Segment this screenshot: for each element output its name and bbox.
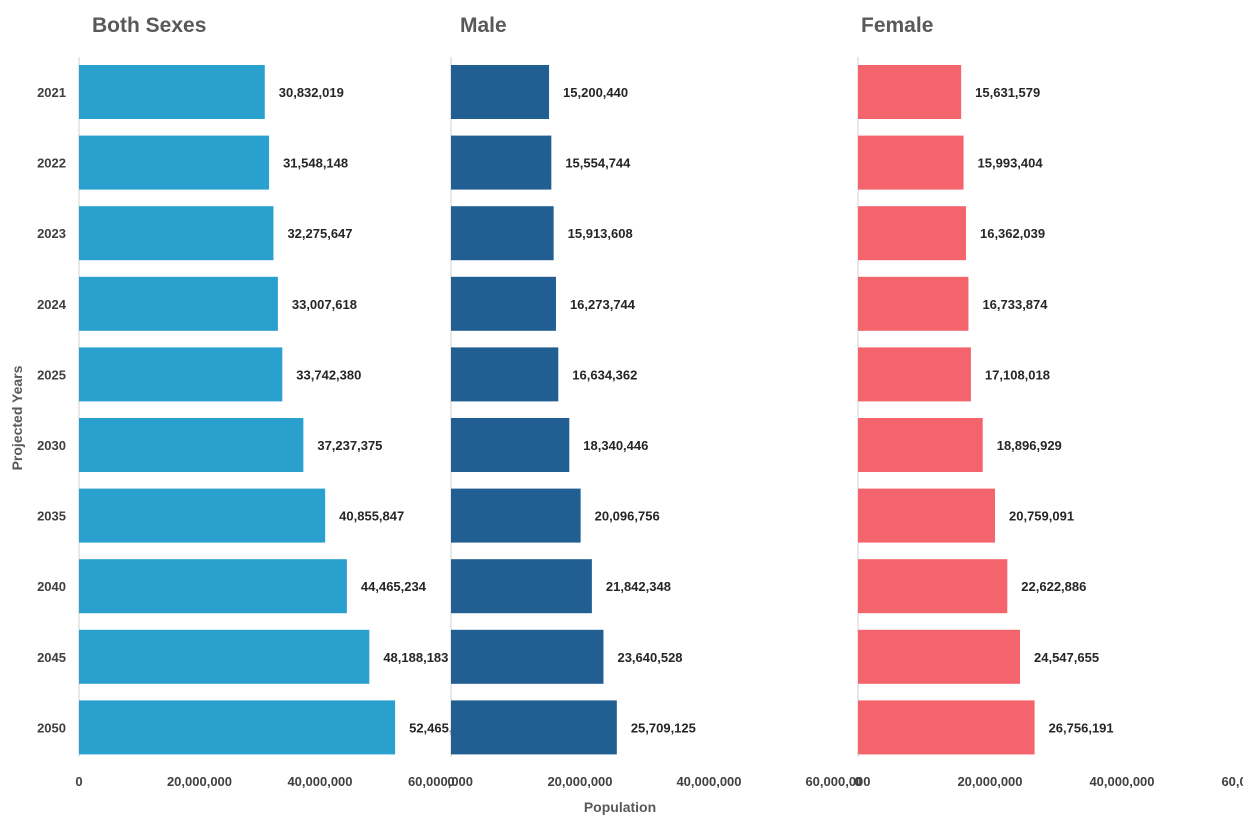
bar-0-2040: [79, 559, 347, 614]
bar-2-2024: [858, 276, 969, 331]
year-label-2025: 2025: [37, 367, 66, 382]
x-tick-1-1: 20,000,000: [547, 774, 612, 789]
bar-2-2050: [858, 700, 1035, 755]
value-label-2-2025: 17,108,018: [985, 367, 1050, 382]
value-label-0-2022: 31,548,148: [283, 156, 348, 171]
bar-2-2040: [858, 559, 1008, 614]
value-label-1-2030: 18,340,446: [583, 438, 648, 453]
value-label-1-2050: 25,709,125: [631, 720, 696, 735]
value-label-0-2040: 44,465,234: [361, 579, 427, 594]
year-label-2045: 2045: [37, 650, 66, 665]
value-label-0-2023: 32,275,647: [287, 226, 352, 241]
year-label-2030: 2030: [37, 438, 66, 453]
bar-0-2024: [79, 276, 278, 331]
bar-1-2030: [451, 418, 570, 472]
year-label-2040: 2040: [37, 579, 66, 594]
bar-2-2023: [858, 206, 966, 261]
value-label-2-2023: 16,362,039: [980, 226, 1045, 241]
value-label-2-2045: 24,547,655: [1034, 650, 1099, 665]
bar-1-2040: [451, 559, 592, 614]
value-label-0-2024: 33,007,618: [292, 297, 357, 312]
panel-title-1: Male: [460, 14, 507, 37]
value-label-1-2035: 20,096,756: [595, 509, 660, 524]
value-label-2-2022: 15,993,404: [978, 156, 1044, 171]
bar-0-2025: [79, 347, 283, 402]
bar-0-2030: [79, 418, 304, 472]
value-label-0-2021: 30,832,019: [279, 85, 344, 100]
bar-1-2022: [451, 135, 552, 190]
value-label-2-2050: 26,756,191: [1049, 720, 1114, 735]
year-label-2021: 2021: [37, 85, 66, 100]
bar-2-2045: [858, 629, 1021, 684]
x-tick-1-0: 0: [447, 774, 454, 789]
value-label-2-2040: 22,622,886: [1021, 579, 1086, 594]
bar-0-2022: [79, 135, 270, 190]
value-label-0-2045: 48,188,183: [383, 650, 448, 665]
bar-0-2023: [79, 206, 274, 261]
bar-2-2025: [858, 347, 971, 402]
bar-1-2024: [451, 276, 556, 331]
year-label-2035: 2035: [37, 509, 66, 524]
bar-0-2045: [79, 629, 370, 684]
value-label-1-2025: 16,634,362: [572, 367, 637, 382]
value-label-1-2023: 15,913,608: [568, 226, 633, 241]
x-tick-0-0: 0: [75, 774, 82, 789]
year-label-2024: 2024: [37, 297, 67, 312]
x-tick-2-1: 20,000,000: [957, 774, 1022, 789]
year-label-2023: 2023: [37, 226, 66, 241]
value-label-2-2035: 20,759,091: [1009, 509, 1074, 524]
bar-2-2022: [858, 135, 964, 190]
x-tick-2-0: 0: [854, 774, 861, 789]
y-axis-title: Projected Years: [9, 365, 25, 470]
value-label-1-2040: 21,842,348: [606, 579, 671, 594]
bar-2-2021: [858, 65, 962, 119]
value-label-0-2025: 33,742,380: [296, 367, 361, 382]
value-label-2-2021: 15,631,579: [975, 85, 1040, 100]
bar-2-2035: [858, 488, 996, 543]
x-tick-0-2: 40,000,000: [287, 774, 352, 789]
value-label-1-2022: 15,554,744: [565, 156, 631, 171]
x-tick-2-3: 60,000,000: [1221, 774, 1243, 789]
bar-1-2021: [451, 65, 550, 119]
x-tick-0-1: 20,000,000: [167, 774, 232, 789]
bar-0-2035: [79, 488, 326, 543]
x-tick-2-2: 40,000,000: [1089, 774, 1154, 789]
value-label-1-2045: 23,640,528: [617, 650, 682, 665]
value-label-2-2024: 16,733,874: [982, 297, 1048, 312]
bar-0-2021: [79, 65, 265, 119]
year-label-2050: 2050: [37, 720, 66, 735]
x-axis-title: Population: [584, 799, 656, 815]
value-label-2-2030: 18,896,929: [997, 438, 1062, 453]
bar-1-2023: [451, 206, 554, 261]
bar-2-2030: [858, 418, 983, 472]
panel-title-2: Female: [861, 14, 933, 37]
x-tick-0-3: 60,000,000: [408, 774, 473, 789]
bar-1-2025: [451, 347, 559, 402]
bar-1-2045: [451, 629, 604, 684]
panel-title-0: Both Sexes: [92, 14, 206, 37]
bar-0-2050: [79, 700, 396, 755]
value-label-0-2030: 37,237,375: [317, 438, 382, 453]
bar-1-2050: [451, 700, 617, 755]
year-label-2022: 2022: [37, 156, 66, 171]
value-label-1-2024: 16,273,744: [570, 297, 636, 312]
x-tick-1-2: 40,000,000: [676, 774, 741, 789]
value-label-1-2021: 15,200,440: [563, 85, 628, 100]
x-tick-1-3: 60,000,000: [805, 774, 870, 789]
bar-1-2035: [451, 488, 581, 543]
value-label-0-2035: 40,855,847: [339, 509, 404, 524]
